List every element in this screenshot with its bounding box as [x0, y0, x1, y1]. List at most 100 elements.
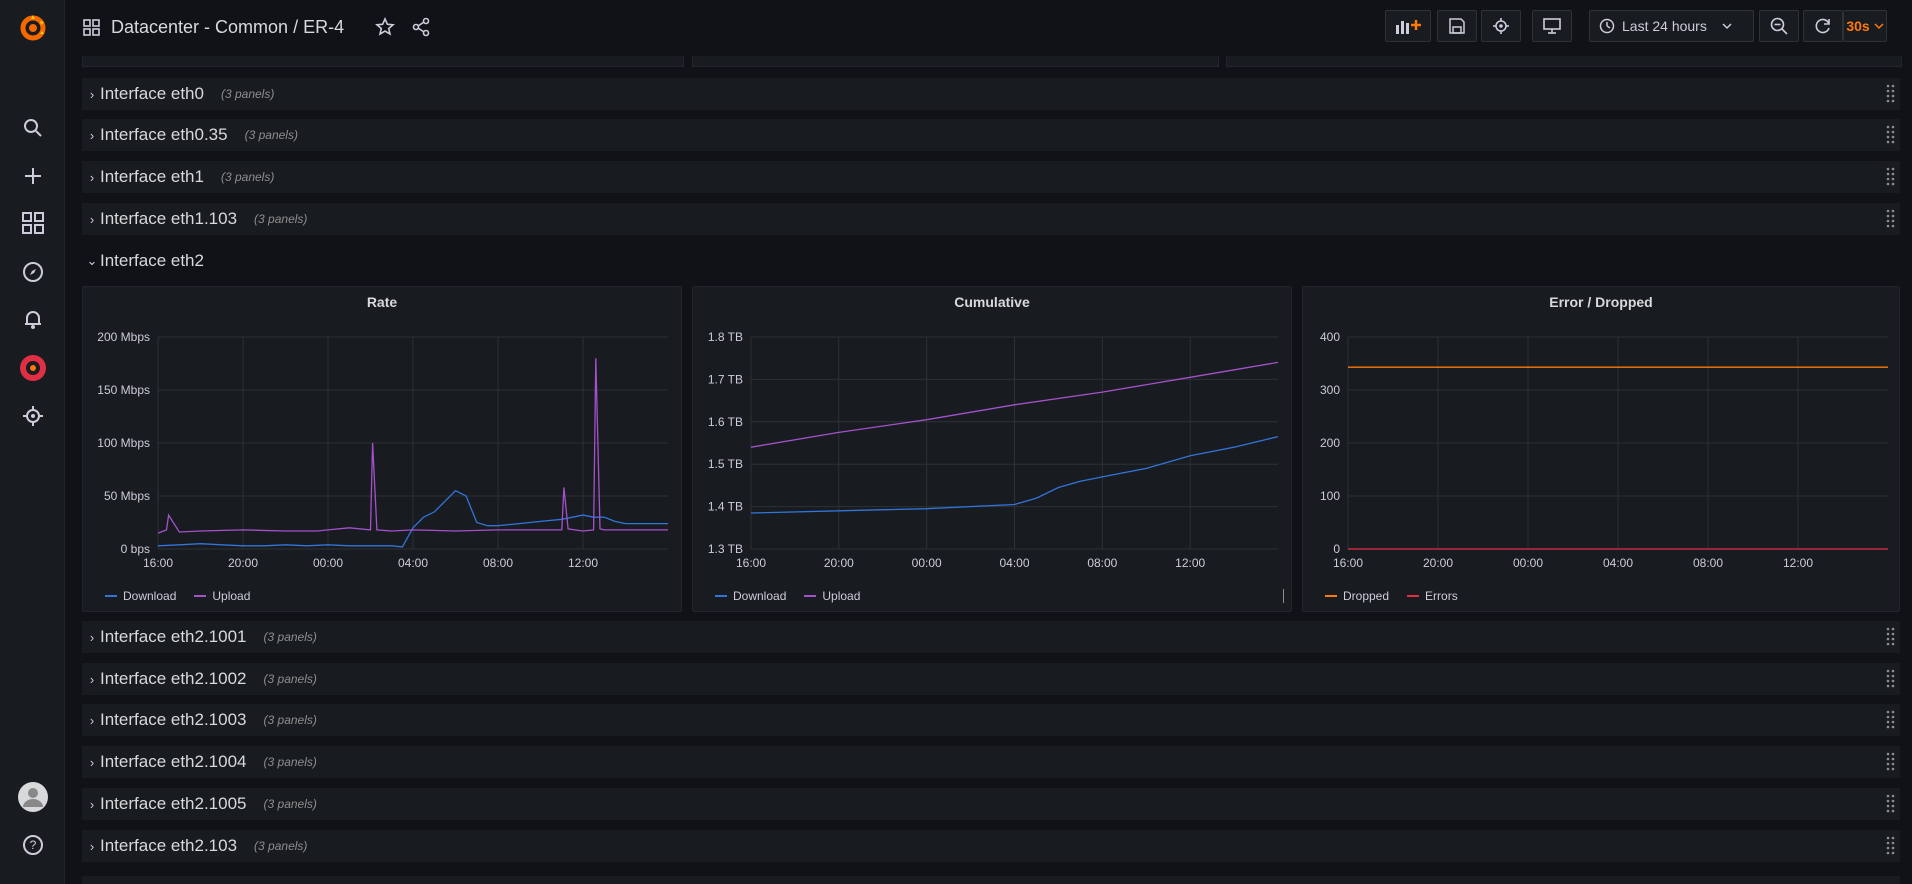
chevron-down-icon	[1874, 23, 1884, 30]
drag-handle-icon[interactable]	[1886, 752, 1896, 777]
cumulative-chart: 1.3 TB 1.4 TB 1.5 TB 1.6 TB 1.7 TB 1.8 TB 16:0…	[708, 330, 1279, 570]
legend-item-errors[interactable]: Errors	[1407, 589, 1458, 603]
row-panel-count: (3 panels)	[244, 128, 298, 142]
y-tick-label: 1.8 TB	[708, 330, 743, 344]
alerting-bell-icon[interactable]	[17, 303, 48, 334]
chevron-right-icon: ›	[89, 712, 95, 728]
drag-handle-icon[interactable]	[1886, 167, 1896, 192]
search-icon[interactable]	[17, 112, 48, 143]
save-dashboard-button[interactable]	[1437, 10, 1477, 42]
time-range-picker[interactable]: Last 24 hours	[1589, 10, 1754, 42]
row-eth2[interactable]: ⌄ Interface eth2	[82, 245, 1900, 277]
svg-text:?: ?	[29, 838, 36, 852]
add-panel-button[interactable]	[1385, 10, 1431, 42]
series-line-download	[157, 489, 668, 548]
drag-handle-icon[interactable]	[1886, 794, 1896, 819]
row-eth2.1005[interactable]: › Interface eth2.1005 (3 panels)	[82, 788, 1900, 820]
x-tick-label: 00:00	[912, 556, 942, 570]
series-line-upload	[157, 358, 668, 534]
row-panel-count: (3 panels)	[220, 170, 275, 184]
chevron-down-icon	[1722, 23, 1732, 30]
monitor-icon	[1543, 18, 1561, 34]
row-eth2.103[interactable]: › Interface eth2.103 (3 panels)	[82, 830, 1900, 862]
grafana-logo-icon[interactable]	[17, 12, 48, 43]
drag-handle-icon[interactable]	[1886, 209, 1896, 234]
clock-icon	[1599, 18, 1615, 34]
plugin-app-icon[interactable]	[17, 352, 48, 383]
y-tick-label: 1.5 TB	[708, 457, 743, 471]
row-eth2.1002[interactable]: › Interface eth2.1002 (3 panels)	[82, 663, 1900, 695]
refresh-button[interactable]	[1803, 10, 1843, 42]
dashboard-title[interactable]: Datacenter - Common / ER-4	[111, 17, 345, 37]
row-eth2.1001[interactable]: › Interface eth2.1001 (3 panels)	[82, 621, 1900, 653]
panel-partial	[692, 56, 1219, 67]
drag-handle-icon[interactable]	[1886, 710, 1896, 735]
x-tick-label: 04:00	[1603, 556, 1633, 570]
gear-icon	[1493, 18, 1509, 34]
panel-cumulative[interactable]: Cumulative 1.3 TB 1.4 TB 1.5 TB 1.6 TB 1.7 T…	[692, 286, 1292, 612]
legend-item-upload[interactable]: Upload	[194, 589, 250, 603]
x-tick-label: 16:00	[1333, 556, 1363, 570]
user-avatar[interactable]	[17, 781, 48, 812]
chevron-right-icon: ›	[89, 629, 95, 645]
row-title: Interface eth2.1004	[100, 752, 247, 771]
resize-handle[interactable]	[1283, 589, 1284, 603]
panel-error-dropped[interactable]: Error / Dropped 0 100 200 300 400 16:00 20:00 0…	[1302, 286, 1900, 612]
x-tick-label: 00:00	[313, 556, 343, 570]
row-eth2.1004[interactable]: › Interface eth2.1004 (3 panels)	[82, 746, 1900, 778]
x-tick-label: 08:00	[1087, 556, 1117, 570]
row-eth2.1003[interactable]: › Interface eth2.1003 (3 panels)	[82, 704, 1900, 736]
drag-handle-icon[interactable]	[1886, 84, 1896, 109]
y-tick-label: 200 Mbps	[97, 330, 150, 344]
share-icon[interactable]	[411, 17, 431, 42]
y-tick-label: 200	[1320, 436, 1340, 450]
row-partial[interactable]	[82, 876, 1900, 884]
row-panel-count: (3 panels)	[263, 672, 317, 686]
x-tick-label: 04:00	[999, 556, 1029, 570]
legend-item-dropped[interactable]: Dropped	[1325, 589, 1389, 603]
row-eth0.35[interactable]: › Interface eth0.35 (3 panels)	[82, 119, 1900, 151]
y-tick-label: 300	[1320, 383, 1340, 397]
legend-item-download[interactable]: Download	[105, 589, 176, 603]
refresh-interval-picker[interactable]: 30s	[1843, 10, 1887, 42]
chart-legend: Dropped Errors	[1325, 589, 1458, 603]
row-eth0[interactable]: › Interface eth0 (3 panels)	[82, 78, 1900, 110]
panel-rate[interactable]: Rate 0 bps 50 Mbps 100 Mbps 150 Mbps 200 Mbp…	[82, 286, 682, 612]
y-tick-label: 150 Mbps	[97, 383, 150, 397]
row-panel-count: (3 panels)	[254, 839, 308, 853]
row-title: Interface eth2.103	[100, 836, 238, 855]
dashboard-settings-button[interactable]	[1481, 10, 1521, 42]
help-icon[interactable]: ?	[17, 829, 48, 860]
drag-handle-icon[interactable]	[1886, 125, 1896, 150]
legend-item-upload[interactable]: Upload	[804, 589, 860, 603]
row-eth1.103[interactable]: › Interface eth1.103 (3 panels)	[82, 203, 1900, 235]
legend-item-download[interactable]: Download	[715, 589, 786, 603]
x-tick-label: 20:00	[1423, 556, 1453, 570]
drag-handle-icon[interactable]	[1886, 669, 1896, 694]
x-tick-label: 08:00	[1693, 556, 1723, 570]
star-icon[interactable]	[375, 17, 395, 42]
row-title: Interface eth1.103	[100, 209, 238, 228]
panel-title: Error / Dropped	[1549, 294, 1653, 310]
explore-compass-icon[interactable]	[17, 256, 48, 287]
refresh-icon	[1815, 18, 1830, 34]
tv-mode-button[interactable]	[1532, 10, 1572, 42]
y-tick-label: 0	[1333, 542, 1340, 556]
zoom-out-icon	[1770, 17, 1788, 35]
legend-label: Upload	[212, 589, 251, 603]
drag-handle-icon[interactable]	[1886, 836, 1896, 861]
create-plus-icon[interactable]	[17, 160, 48, 191]
row-title: Interface eth2.1003	[100, 710, 247, 729]
x-tick-label: 00:00	[1513, 556, 1543, 570]
chevron-right-icon: ›	[89, 796, 95, 812]
dashboard-grid-icon	[83, 19, 100, 41]
row-eth1[interactable]: › Interface eth1 (3 panels)	[82, 161, 1900, 193]
zoom-out-button[interactable]	[1759, 10, 1799, 42]
chevron-down-icon: ⌄	[86, 253, 98, 268]
x-tick-label: 12:00	[568, 556, 598, 570]
time-range-label: Last 24 hours	[1622, 18, 1707, 34]
drag-handle-icon[interactable]	[1886, 627, 1896, 652]
dashboards-icon[interactable]	[17, 207, 48, 238]
configuration-gear-icon[interactable]	[17, 400, 48, 431]
y-tick-label: 1.7 TB	[708, 372, 743, 386]
